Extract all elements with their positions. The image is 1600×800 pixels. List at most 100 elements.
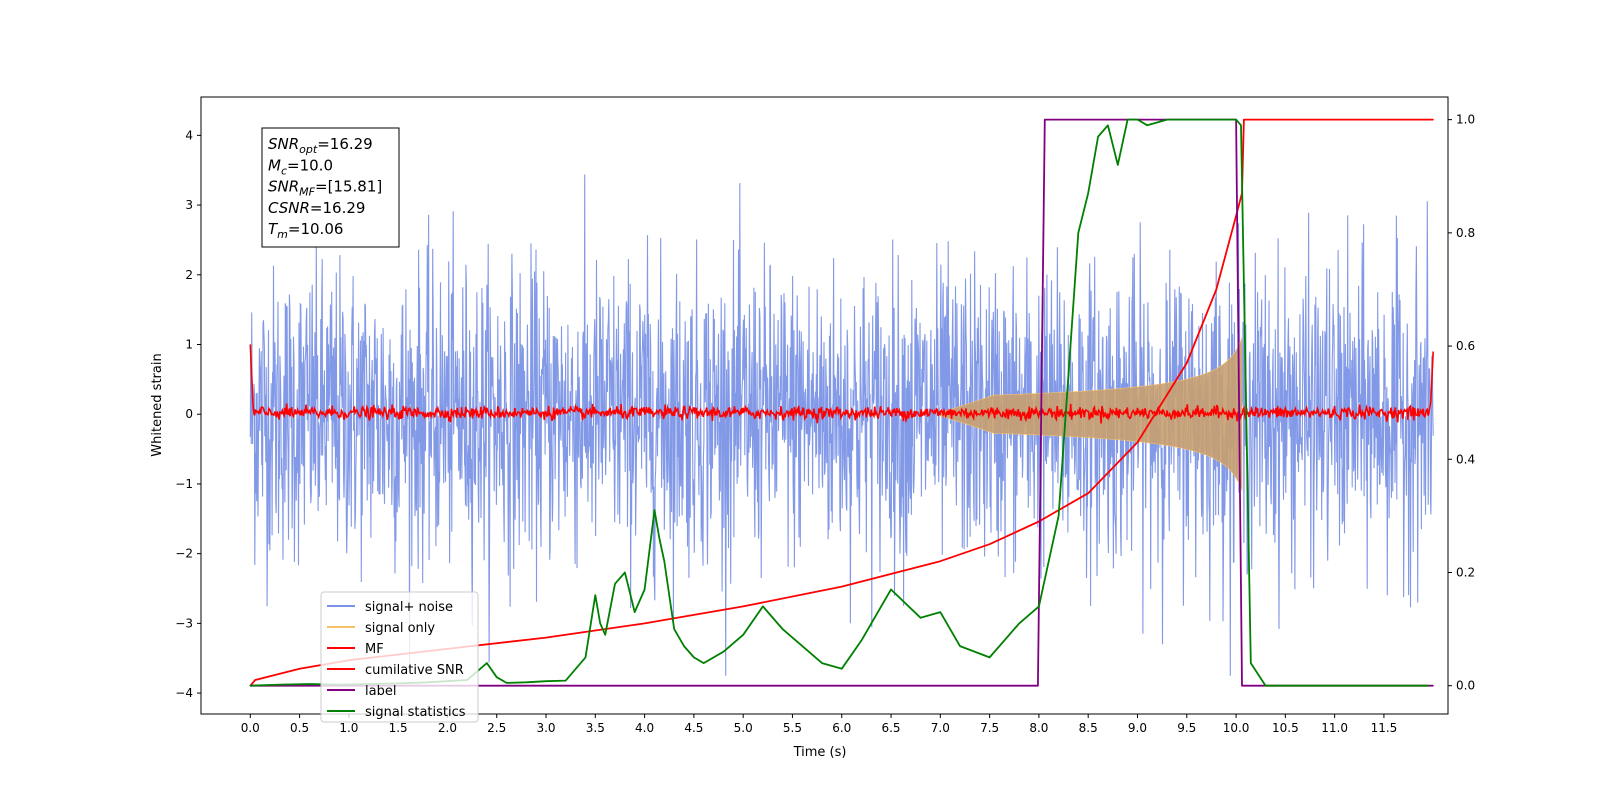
series-signal-statistics-point (959, 645, 961, 647)
x-tick-label: 3.0 (536, 721, 555, 735)
series-signal-statistics-point (565, 680, 567, 682)
x-tick-label: 4.0 (635, 721, 654, 735)
series-signal-statistics-point (890, 588, 892, 591)
y-tick-label-left: −4 (175, 686, 193, 700)
x-tick-label: 8.5 (1079, 721, 1098, 735)
legend-label: MF (365, 642, 384, 657)
y-axis-left: −4 −3 −2 −1 0 1 2 3 4 (175, 128, 201, 700)
series-label-point (1037, 685, 1039, 687)
legend-label: label (365, 684, 396, 699)
x-tick-label: 4.5 (684, 721, 703, 735)
series-cumilative-snr-point (1087, 492, 1089, 494)
x-axis: 0.0 0.5 1.0 1.5 2.0 2.5 3.0 3.5 4.0 4.5 5.0 5.5 6.0 6… (241, 714, 1397, 735)
info-box-lines: SNRopt=16.29Mc=10.0SNRMF=[15.81]CSNR=16.… (268, 135, 382, 241)
series-signal-statistics-point (1127, 119, 1129, 121)
series-signal-statistics-point (1018, 622, 1020, 625)
x-tick-label: 11.0 (1321, 721, 1348, 735)
series-signal-statistics-point (1166, 119, 1168, 121)
series-cumilative-snr-point (742, 605, 744, 608)
series-signal-statistics-point (1117, 164, 1119, 166)
series-cumilative-snr-point (939, 560, 941, 562)
series-signal-statistics-point (1250, 662, 1252, 664)
legend-frame (320, 591, 479, 723)
y-tick-label-right: 0.6 (1456, 339, 1475, 353)
series-signal-statistics-point (1225, 119, 1227, 121)
x-tick-label: 5.5 (783, 721, 802, 735)
series-signal-statistics-point (1235, 119, 1237, 121)
series-signal-statistics-point (1087, 192, 1089, 194)
y-tick-label-left: 2 (185, 268, 193, 282)
y-tick-label-left: 1 (185, 337, 193, 351)
series-cumilative-snr-point (1432, 119, 1434, 121)
x-tick-label: 1.0 (339, 721, 358, 735)
series-signal-statistics-point (939, 611, 941, 613)
x-tick-label: 0.5 (290, 721, 309, 735)
series-signal-statistics-point (1077, 232, 1079, 234)
series-signal-statistics-point (486, 662, 488, 664)
series-cumilative-snr-point (1243, 119, 1245, 121)
info-box-line: CSNR=16.29 (268, 199, 365, 217)
series-signal-statistics-point (584, 656, 587, 659)
info-box-frame (261, 127, 400, 248)
legend-label: signal statistics (365, 705, 466, 720)
series-label-point (1044, 119, 1046, 121)
series-signal-statistics-point (1240, 124, 1242, 126)
y-tick-label-left: 3 (185, 198, 193, 212)
series-cumilative-snr-point (545, 637, 547, 639)
legend: signal+ noise signal only MF cumilative SNR… (320, 591, 479, 723)
y-tick-label-right: 0.4 (1456, 452, 1475, 466)
x-tick-label: 0.0 (241, 721, 260, 735)
x-tick-label: 1.5 (389, 721, 408, 735)
y-axis-right: 0.0 0.2 0.4 0.6 0.8 1.0 (1448, 113, 1475, 693)
series-signal-statistics-point (860, 639, 863, 642)
y-axis-title-left: Whitened strain (150, 353, 165, 456)
series-signal-statistics-point (821, 662, 823, 664)
series-signal-statistics-point (525, 681, 527, 683)
plot-frame (200, 96, 1449, 715)
info-box-line: SNRopt=16.29 (268, 135, 373, 156)
series-signal-statistics-point (1427, 685, 1429, 687)
series-mf (249, 344, 1434, 424)
series-signal-statistics-point (279, 684, 281, 686)
info-box-line: Mc=10.0 (268, 156, 333, 177)
series-signal-statistics-point (1097, 136, 1099, 138)
x-tick-label: 9.0 (1128, 721, 1147, 735)
series-signal-statistics-point (644, 588, 646, 591)
x-tick-label: 10.0 (1223, 721, 1250, 735)
series-signal-statistics-point (673, 628, 675, 630)
series-signal-statistics-point (1284, 685, 1286, 687)
y-tick-label-left: −2 (175, 547, 193, 561)
y-tick-label-left: 0 (185, 407, 193, 421)
series-signal-statistics-point (249, 685, 251, 687)
series-signal-statistics-point (308, 683, 310, 685)
series-signal-statistics-point (496, 676, 498, 678)
series-signal-statistics-point (703, 662, 705, 664)
info-box: SNRopt=16.29Mc=10.0SNRMF=[15.81]CSNR=16.… (261, 127, 400, 248)
x-tick-label: 8.0 (1029, 721, 1048, 735)
series-signal-statistics-point (614, 583, 616, 585)
series-signal-statistics-point (762, 605, 764, 608)
series-signal-statistics-point (693, 656, 695, 659)
series-signal-statistics-point (653, 509, 656, 511)
x-tick-label: 7.0 (931, 721, 950, 735)
series-signal-statistics-point (1265, 685, 1267, 687)
series-signal-statistics-point (545, 680, 547, 682)
series-signal-statistics-point (742, 634, 744, 636)
series-signal-statistics-point (1107, 124, 1109, 126)
info-box-line: Tm=10.06 (268, 220, 343, 241)
series-signal-statistics-point (841, 668, 843, 670)
series-signal-statistics-point (1067, 373, 1070, 375)
info-box-line: SNRMF=[15.81] (268, 178, 382, 199)
y-tick-label-right: 0.8 (1456, 226, 1475, 240)
legend-label: signal+ noise (365, 600, 453, 615)
y-tick-label-right: 0.2 (1456, 565, 1475, 579)
x-tick-label: 2.5 (487, 721, 506, 735)
series-signal-statistics-point (658, 537, 661, 540)
series-signal-statistics-point (1146, 124, 1148, 126)
series-signal-statistics-point (1383, 685, 1385, 687)
series-cumilative-snr-point (1136, 441, 1139, 443)
x-tick-label: 10.5 (1272, 721, 1299, 735)
series-cumilative-snr-point (989, 543, 991, 545)
series-label-point (1241, 685, 1243, 687)
